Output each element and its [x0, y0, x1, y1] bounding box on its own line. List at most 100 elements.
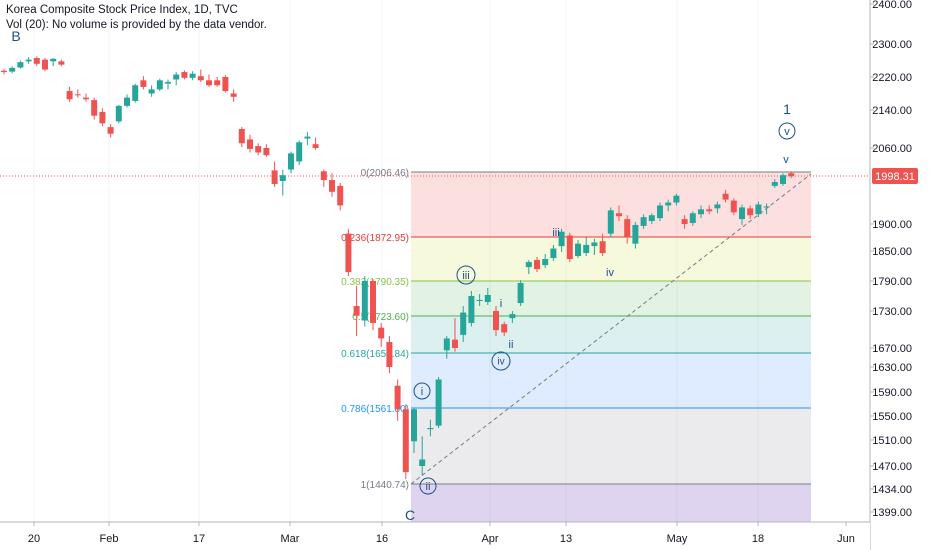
candle [493, 306, 499, 337]
candle [370, 279, 376, 331]
candle [329, 173, 335, 197]
trend-line[interactable] [410, 173, 812, 485]
candle-body [566, 235, 573, 260]
candle-body [353, 306, 360, 316]
time-tick-label: Feb [100, 533, 119, 545]
time-tick-label: Apr [481, 533, 498, 545]
candle-body [66, 91, 73, 100]
candle-body [222, 77, 229, 92]
candle [197, 69, 204, 82]
candle-body [443, 338, 450, 351]
candle [263, 144, 270, 157]
wave-label: iv [606, 267, 614, 279]
wave-label: i [421, 386, 423, 398]
candle [771, 179, 778, 188]
time-axis[interactable]: 20 Feb 17 Mar 16 Apr 13 May 18 Jun [0, 521, 870, 550]
candle-body [50, 58, 57, 62]
candle-body [468, 296, 475, 323]
fib-level-label: 0(2006.46) [361, 168, 409, 179]
price-tick-label: 1630.00 [872, 362, 912, 374]
candle-body [534, 260, 540, 270]
candle-body [140, 80, 147, 87]
candle [378, 322, 385, 347]
fib-retracement[interactable]: 0(2006.46)0.236(1872.95)0.382(1790.35)0.… [341, 168, 811, 522]
fib-zone [411, 408, 811, 484]
candle-body [189, 73, 196, 78]
price-axis[interactable]: 2400.00 2300.00 2220.00 2140.00 2060.00 1900.… [869, 0, 932, 550]
price-tick-label: 1850.00 [872, 246, 912, 258]
candle-body [632, 224, 639, 244]
wave-circle [413, 382, 431, 400]
candle-body [575, 243, 581, 257]
candle [689, 211, 696, 226]
candle [411, 407, 417, 453]
candle [279, 169, 286, 196]
symbol-title[interactable]: Korea Composite Stock Price Index, 1D, T… [6, 4, 238, 16]
price-tick-label: 2140.00 [872, 105, 912, 117]
candle-body [558, 231, 565, 247]
candle-body [107, 127, 114, 134]
candle-body [25, 59, 32, 62]
candle-body [312, 144, 319, 148]
candle-body [370, 281, 376, 323]
price-tick-label: 2220.00 [872, 72, 912, 84]
fib-zone [411, 281, 811, 316]
candle-body [181, 72, 188, 78]
candle-body [714, 204, 721, 209]
candle [91, 97, 98, 120]
candle [648, 213, 655, 224]
candle [345, 228, 352, 277]
candle [148, 85, 155, 97]
candle [107, 124, 114, 138]
candle-body [279, 175, 286, 182]
wave-circle [491, 351, 511, 371]
candle-body [599, 241, 606, 254]
candle-body [509, 314, 516, 319]
candle-body [255, 146, 262, 153]
candle [591, 238, 598, 256]
candle-body [747, 208, 754, 216]
current-price-label: 1998.31 [875, 171, 915, 183]
wave-circle [778, 122, 796, 140]
candle [640, 214, 647, 229]
time-tick-label: 13 [560, 533, 572, 545]
fib-level-label: 1(1440.74) [361, 480, 409, 491]
candle [74, 89, 81, 98]
candle-body [378, 327, 385, 339]
candle [616, 205, 622, 222]
price-axis-background [870, 0, 932, 550]
candle-body [206, 80, 212, 86]
candle [443, 336, 450, 359]
candle [681, 215, 688, 229]
candle-body [197, 76, 204, 81]
candle-body [394, 385, 401, 410]
candle [9, 66, 16, 74]
candle-body [648, 215, 655, 222]
price-tick-label: 1399.00 [872, 507, 912, 519]
candle-body [115, 105, 122, 122]
candle-body [673, 195, 680, 203]
fib-level-label: 0.236(1872.95) [341, 233, 409, 244]
candle-body [591, 242, 598, 247]
fib-level-label: 0.786(1561.80) [341, 404, 409, 415]
fib-zone [411, 316, 811, 353]
candle-body [484, 295, 491, 302]
candle [534, 257, 540, 273]
candle-body [33, 58, 40, 64]
fib-zone [411, 484, 811, 522]
wave-label: iii [552, 227, 559, 239]
candle [115, 105, 122, 124]
candle [509, 311, 516, 323]
candle [730, 198, 737, 216]
wave-label: iv [497, 357, 504, 368]
candle-body [476, 300, 483, 301]
candle [427, 419, 434, 437]
candle-body [460, 312, 467, 335]
candle-body [657, 205, 663, 219]
candle-body [296, 142, 303, 162]
candle [657, 202, 663, 222]
candle-body [681, 219, 688, 224]
candle-body [1, 70, 7, 73]
candle-body [173, 74, 180, 80]
